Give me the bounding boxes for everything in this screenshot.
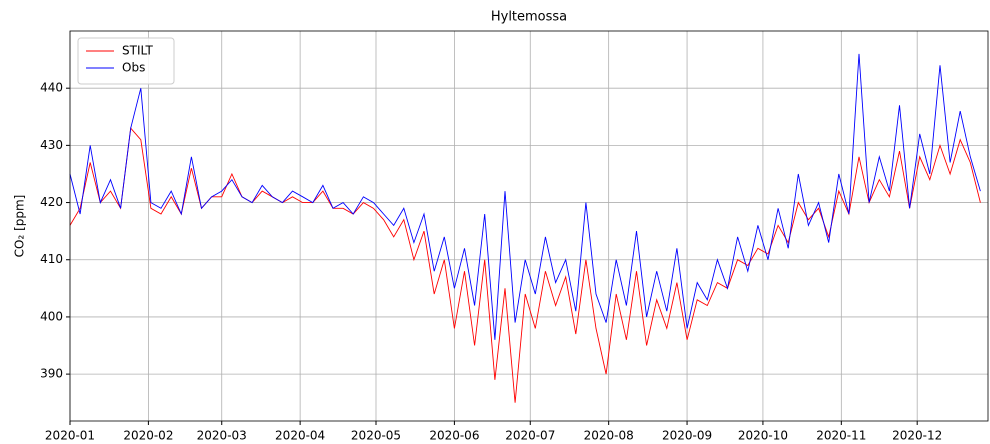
y-tick-label: 390 [40, 367, 63, 381]
legend-label: Obs [122, 61, 145, 75]
x-tick-label: 2020-01 [45, 429, 95, 443]
x-tick-label: 2020-05 [351, 429, 401, 443]
x-tick-label: 2020-06 [429, 429, 479, 443]
chart-title: Hyltemossa [491, 10, 567, 25]
x-tick-label: 2020-11 [816, 429, 866, 443]
y-tick-label: 440 [40, 81, 63, 95]
legend-label: STILT [122, 44, 154, 58]
x-tick-label: 2020-07 [505, 429, 555, 443]
x-tick-label: 2020-12 [892, 429, 942, 443]
x-tick-label: 2020-02 [123, 429, 173, 443]
y-axis-label: CO₂ [ppm] [13, 195, 27, 258]
y-tick-label: 400 [40, 309, 63, 323]
y-tick-label: 410 [40, 252, 63, 266]
y-tick-label: 420 [40, 195, 63, 209]
legend-box [77, 37, 175, 85]
x-tick-label: 2020-08 [584, 429, 634, 443]
y-tick-label: 430 [40, 138, 63, 152]
x-tick-label: 2020-09 [662, 429, 712, 443]
x-tick-label: 2020-10 [738, 429, 788, 443]
x-tick-label: 2020-04 [275, 429, 325, 443]
x-tick-label: 2020-03 [197, 429, 247, 443]
data-line [69, 127, 981, 403]
plot-frame [69, 30, 989, 422]
data-line [69, 53, 981, 340]
